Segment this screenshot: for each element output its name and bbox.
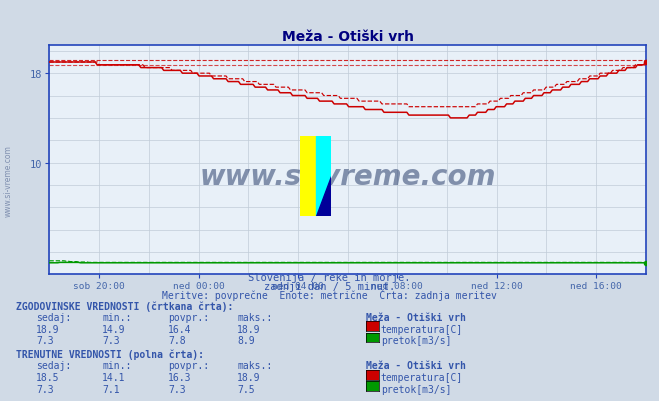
Text: TRENUTNE VREDNOSTI (polna črta):: TRENUTNE VREDNOSTI (polna črta): xyxy=(16,349,204,359)
Text: min.:: min.: xyxy=(102,360,132,371)
Polygon shape xyxy=(316,176,331,217)
Text: ZGODOVINSKE VREDNOSTI (črtkana črta):: ZGODOVINSKE VREDNOSTI (črtkana črta): xyxy=(16,300,234,311)
Text: Slovenija / reke in morje.: Slovenija / reke in morje. xyxy=(248,273,411,283)
Text: Meritve: povprečne  Enote: metrične  Črta: zadnja meritev: Meritve: povprečne Enote: metrične Črta:… xyxy=(162,288,497,300)
Text: 7.3: 7.3 xyxy=(36,335,54,345)
Text: zadnji dan / 5 minut.: zadnji dan / 5 minut. xyxy=(264,282,395,292)
Text: temperatura[C]: temperatura[C] xyxy=(381,324,463,334)
Text: www.si-vreme.com: www.si-vreme.com xyxy=(200,162,496,190)
Text: 7.3: 7.3 xyxy=(102,335,120,345)
Text: min.:: min.: xyxy=(102,312,132,322)
Text: 7.5: 7.5 xyxy=(237,384,255,394)
Text: 18.5: 18.5 xyxy=(36,373,60,383)
Text: maks.:: maks.: xyxy=(237,312,272,322)
Text: sedaj:: sedaj: xyxy=(36,360,71,371)
Text: 18.9: 18.9 xyxy=(36,324,60,334)
Text: 7.3: 7.3 xyxy=(168,384,186,394)
Text: 7.3: 7.3 xyxy=(36,384,54,394)
Text: 7.1: 7.1 xyxy=(102,384,120,394)
Polygon shape xyxy=(316,136,331,217)
Text: 7.8: 7.8 xyxy=(168,335,186,345)
Text: 16.4: 16.4 xyxy=(168,324,192,334)
Title: Meža - Otiški vrh: Meža - Otiški vrh xyxy=(281,30,414,44)
Text: 18.9: 18.9 xyxy=(237,324,261,334)
Text: temperatura[C]: temperatura[C] xyxy=(381,373,463,383)
Text: povpr.:: povpr.: xyxy=(168,360,209,371)
Text: Meža - Otiški vrh: Meža - Otiški vrh xyxy=(366,312,466,322)
Text: 16.3: 16.3 xyxy=(168,373,192,383)
Text: 14.1: 14.1 xyxy=(102,373,126,383)
Text: Meža - Otiški vrh: Meža - Otiški vrh xyxy=(366,360,466,371)
Text: pretok[m3/s]: pretok[m3/s] xyxy=(381,335,451,345)
Text: pretok[m3/s]: pretok[m3/s] xyxy=(381,384,451,394)
Text: maks.:: maks.: xyxy=(237,360,272,371)
Text: sedaj:: sedaj: xyxy=(36,312,71,322)
Text: 14.9: 14.9 xyxy=(102,324,126,334)
Text: 8.9: 8.9 xyxy=(237,335,255,345)
Text: povpr.:: povpr.: xyxy=(168,312,209,322)
Text: 18.9: 18.9 xyxy=(237,373,261,383)
Text: www.si-vreme.com: www.si-vreme.com xyxy=(3,145,13,216)
